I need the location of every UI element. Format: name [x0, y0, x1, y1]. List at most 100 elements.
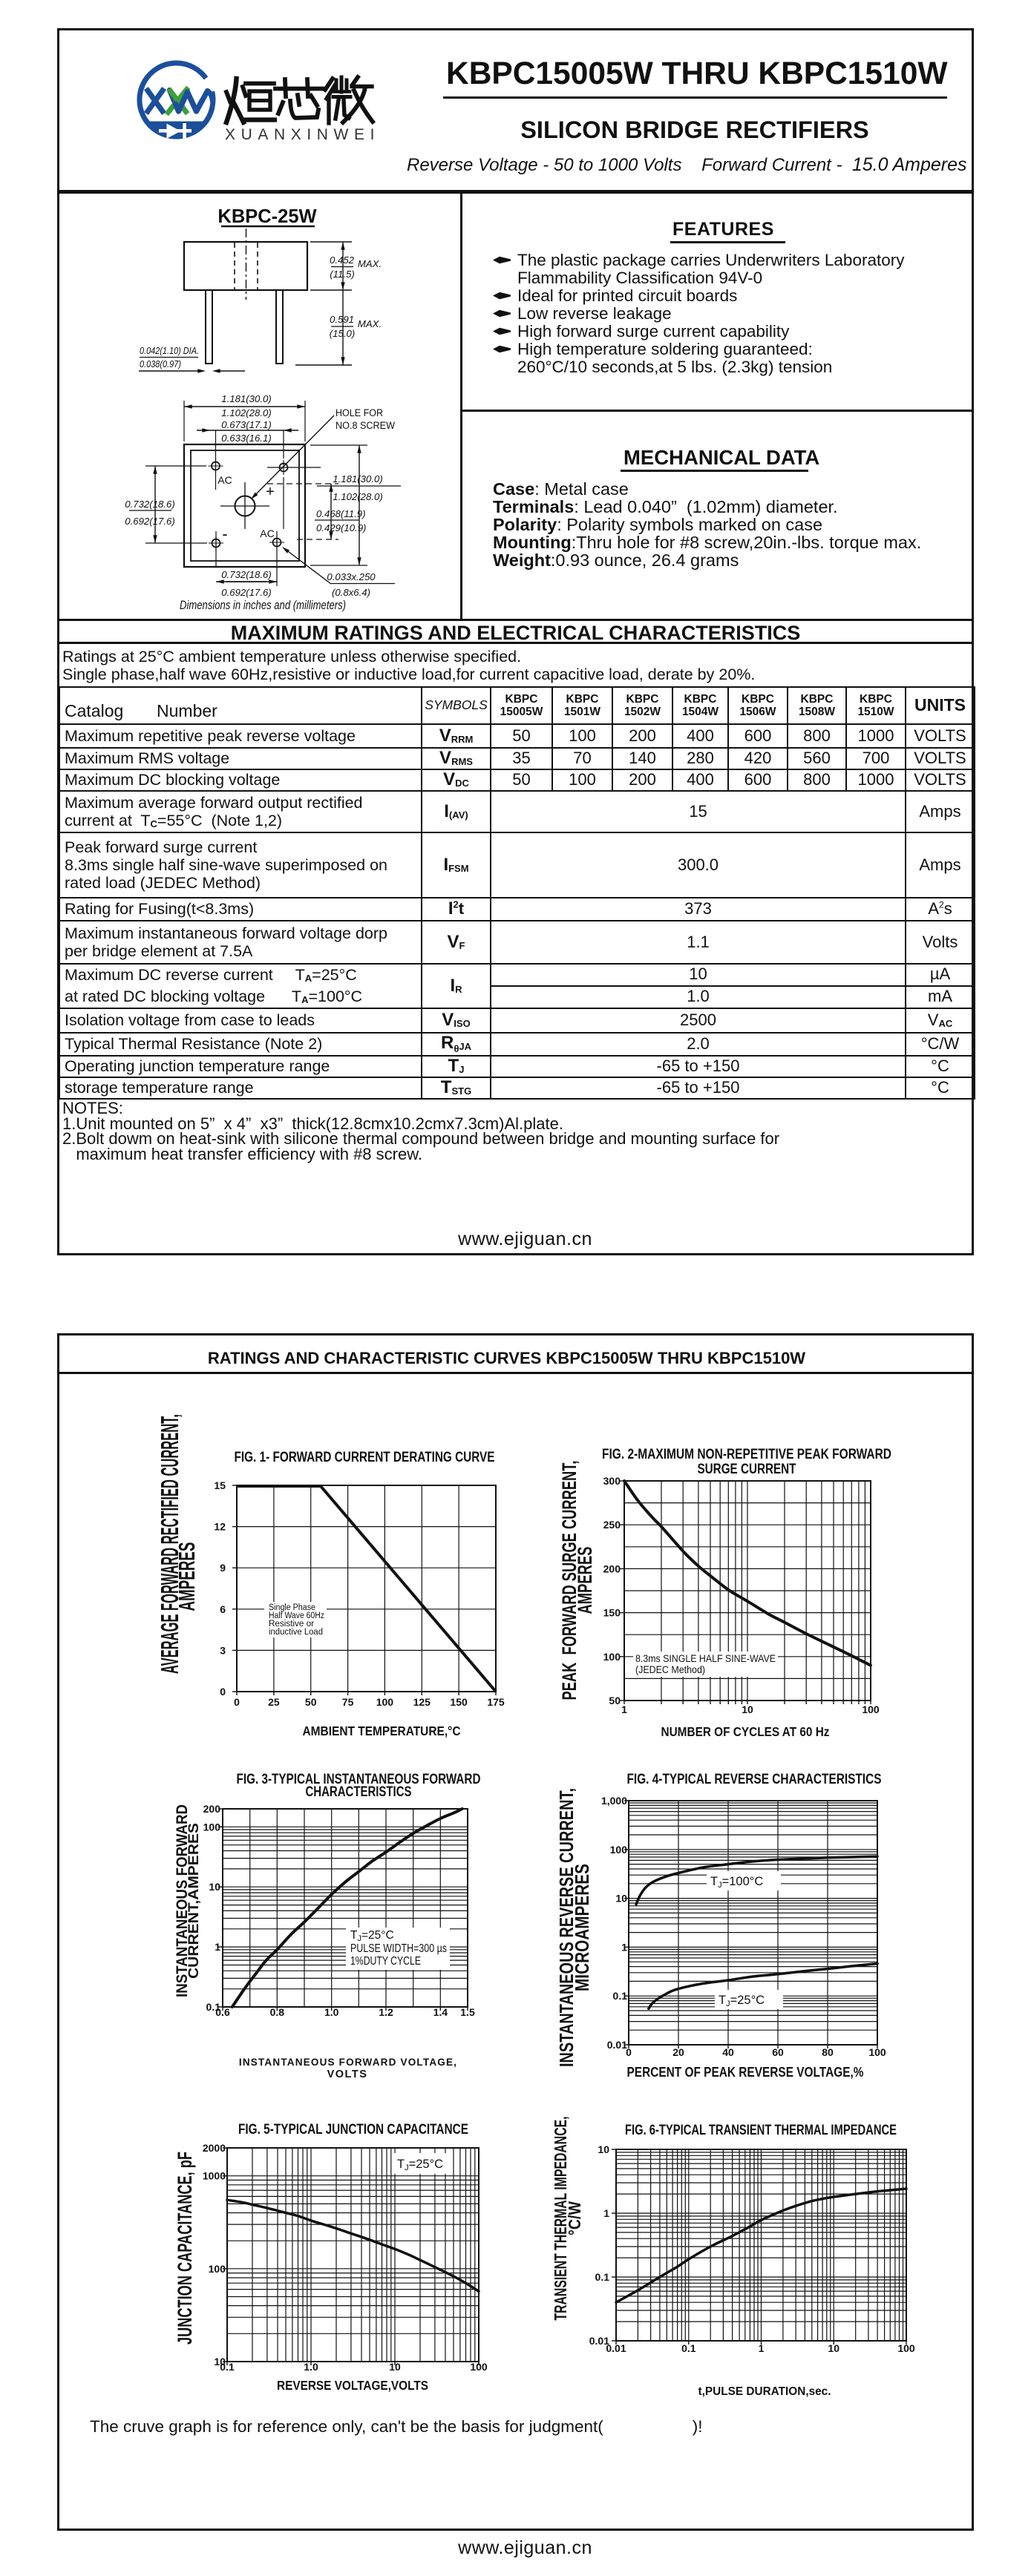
- svg-text:15: 15: [214, 1479, 226, 1491]
- svg-text:Half Wave 60Hz: Half Wave 60Hz: [269, 1611, 324, 1620]
- svg-text:250: 250: [603, 1519, 621, 1531]
- svg-text:NUMBER OF CYCLES AT 60 Hz: NUMBER OF CYCLES AT 60 Hz: [661, 1724, 830, 1739]
- svg-text:0.6: 0.6: [215, 2006, 230, 2018]
- svg-text:100: 100: [203, 1821, 221, 1833]
- svg-text:10: 10: [209, 1881, 220, 1893]
- svg-text:TRANSIENT THERMAL IMPEDANCE,: TRANSIENT THERMAL IMPEDANCE,: [551, 2117, 570, 2321]
- svg-text:0.1: 0.1: [206, 2001, 221, 2013]
- svg-text:0.1: 0.1: [613, 1990, 628, 2002]
- svg-text:AMBIENT TEMPERATURE,°C: AMBIENT TEMPERATURE,°C: [303, 1724, 461, 1738]
- svg-text:100: 100: [897, 2342, 915, 2354]
- svg-text:10: 10: [828, 2342, 839, 2354]
- svg-text:0.01: 0.01: [607, 2039, 627, 2051]
- svg-text:6: 6: [220, 1603, 226, 1615]
- svg-text:0.033x.250: 0.033x.250: [327, 571, 376, 582]
- svg-text:80: 80: [822, 2046, 834, 2058]
- svg-text:1.181(30.0): 1.181(30.0): [333, 473, 382, 484]
- svg-text:MICROAMPERES: MICROAMPERES: [571, 1864, 593, 1991]
- svg-text:8.3ms SINGLE HALF SINE-WAVE: 8.3ms SINGLE HALF SINE-WAVE: [635, 1653, 776, 1664]
- svg-text:0.01: 0.01: [606, 2342, 626, 2354]
- svg-text:1,000: 1,000: [601, 1795, 627, 1807]
- svg-text:10: 10: [615, 1893, 627, 1905]
- svg-text:FIG. 6-TYPICAL TRANSIENT THERM: FIG. 6-TYPICAL TRANSIENT THERMAL IMPEDAN…: [625, 2122, 897, 2138]
- svg-text:60: 60: [772, 2046, 784, 2058]
- svg-text:1.0: 1.0: [304, 2361, 318, 2373]
- svg-text:1.4: 1.4: [433, 2006, 448, 2018]
- svg-text:1: 1: [621, 1703, 627, 1715]
- svg-text:100: 100: [470, 2361, 488, 2373]
- svg-text:0.452: 0.452: [330, 254, 355, 266]
- svg-text:1.0: 1.0: [324, 2006, 339, 2018]
- svg-text:1: 1: [603, 2207, 609, 2219]
- svg-text:MAX.: MAX.: [358, 318, 382, 329]
- svg-text:CURRENT,AMPERES: CURRENT,AMPERES: [186, 1823, 202, 1979]
- svg-text:75: 75: [342, 1696, 354, 1708]
- svg-text:(11.5): (11.5): [330, 269, 354, 280]
- svg-text:PEAK FORWARD SURGE CURRENT,: PEAK FORWARD SURGE CURRENT,: [558, 1461, 580, 1701]
- svg-text:1: 1: [621, 1941, 627, 1953]
- svg-text:300: 300: [603, 1475, 621, 1487]
- svg-text:10: 10: [389, 2361, 401, 2373]
- svg-text:20: 20: [672, 2046, 684, 2058]
- svg-text:10: 10: [214, 2356, 226, 2368]
- svg-text:1: 1: [215, 1941, 220, 1953]
- svg-text:1: 1: [759, 2342, 765, 2354]
- svg-text:100: 100: [610, 1844, 628, 1856]
- svg-text:AMPERES: AMPERES: [174, 1542, 200, 1611]
- svg-text:0.8: 0.8: [270, 2006, 285, 2018]
- svg-text:PULSE WIDTH=300 µs: PULSE WIDTH=300 µs: [350, 1942, 447, 1955]
- svg-text:Single Phase: Single Phase: [269, 1603, 315, 1612]
- svg-text:175: 175: [487, 1696, 505, 1708]
- svg-text:0.1: 0.1: [681, 2342, 696, 2354]
- svg-text:100: 100: [603, 1651, 621, 1663]
- svg-text:100: 100: [862, 1703, 880, 1715]
- svg-text:0: 0: [626, 2046, 632, 2058]
- svg-text:12: 12: [214, 1521, 226, 1533]
- svg-text:AC: AC: [217, 474, 232, 486]
- svg-text:INSTANTANEOUS FORWARD: INSTANTANEOUS FORWARD: [174, 1804, 191, 1997]
- svg-text:TJ=25°C: TJ=25°C: [350, 1929, 394, 1943]
- svg-text:25: 25: [268, 1696, 280, 1708]
- svg-text:0.673(17.1): 0.673(17.1): [221, 419, 271, 430]
- svg-text:0.1: 0.1: [595, 2271, 610, 2283]
- svg-text:3: 3: [220, 1644, 226, 1656]
- svg-text:AC: AC: [260, 528, 274, 539]
- svg-text:+: +: [266, 484, 275, 500]
- svg-text:0.732(18.6): 0.732(18.6): [221, 569, 271, 580]
- svg-text:1.5: 1.5: [460, 2006, 475, 2018]
- svg-text:1.181(30.0): 1.181(30.0): [221, 393, 271, 404]
- svg-text:0: 0: [220, 1686, 226, 1698]
- svg-text:0: 0: [234, 1696, 240, 1708]
- svg-text:AVERAGE FORWARD RECTIFIED CURR: AVERAGE FORWARD RECTIFIED CURRENT,: [156, 1414, 183, 1674]
- svg-text:100: 100: [868, 2046, 886, 2058]
- svg-text:0.429(10.9): 0.429(10.9): [316, 522, 366, 533]
- svg-text:100: 100: [376, 1696, 394, 1708]
- svg-text:TJ=25°C: TJ=25°C: [719, 1994, 765, 2008]
- svg-text:FIG. 1- FORWARD CURRENT DERATI: FIG. 1- FORWARD CURRENT DERATING CURVE: [235, 1449, 495, 1465]
- svg-text:FIG. 5-TYPICAL JUNCTION CAPACI: FIG. 5-TYPICAL JUNCTION CAPACITANCE: [238, 2121, 468, 2138]
- svg-text:150: 150: [450, 1696, 468, 1708]
- svg-text:HOLE FOR: HOLE FOR: [336, 407, 383, 418]
- svg-text:(JEDEC Method): (JEDEC Method): [635, 1664, 705, 1675]
- svg-text:200: 200: [603, 1563, 621, 1574]
- svg-text:TJ=25°C: TJ=25°C: [397, 2158, 443, 2172]
- svg-text:0.633(16.1): 0.633(16.1): [221, 433, 271, 444]
- svg-text:2000: 2000: [203, 2142, 226, 2154]
- svg-text:VOLTS: VOLTS: [327, 2069, 368, 2080]
- svg-text:150: 150: [603, 1607, 621, 1619]
- svg-text:0.038(0.97): 0.038(0.97): [140, 359, 181, 369]
- svg-text:FIG. 2-MAXIMUM NON-REPETITIVE: FIG. 2-MAXIMUM NON-REPETITIVE PEAK FORWA…: [602, 1446, 891, 1462]
- svg-text:10: 10: [742, 1703, 753, 1715]
- svg-text:°C/W: °C/W: [565, 2201, 584, 2235]
- svg-text:TJ=100°C: TJ=100°C: [710, 1875, 763, 1890]
- svg-text:inductive Load: inductive Load: [269, 1628, 323, 1637]
- svg-text:JUNCTION CAPACITANCE, pF: JUNCTION CAPACITANCE, pF: [174, 2152, 196, 2345]
- svg-text:0.042(1.10) DIA.: 0.042(1.10) DIA.: [140, 346, 199, 356]
- svg-text:1%DUTY CYCLE: 1%DUTY CYCLE: [350, 1955, 421, 1968]
- svg-text:40: 40: [722, 2046, 734, 2058]
- svg-text:INSTANTANEOUS FORWARD VOLTAGE,: INSTANTANEOUS FORWARD VOLTAGE,: [239, 2057, 457, 2068]
- svg-text:1000: 1000: [203, 2170, 226, 2182]
- svg-text:Dimensions in inches and (mill: Dimensions in inches and (millimeters): [180, 599, 346, 612]
- svg-text:0.1: 0.1: [220, 2361, 235, 2373]
- svg-text:1.102(28.0): 1.102(28.0): [333, 491, 382, 502]
